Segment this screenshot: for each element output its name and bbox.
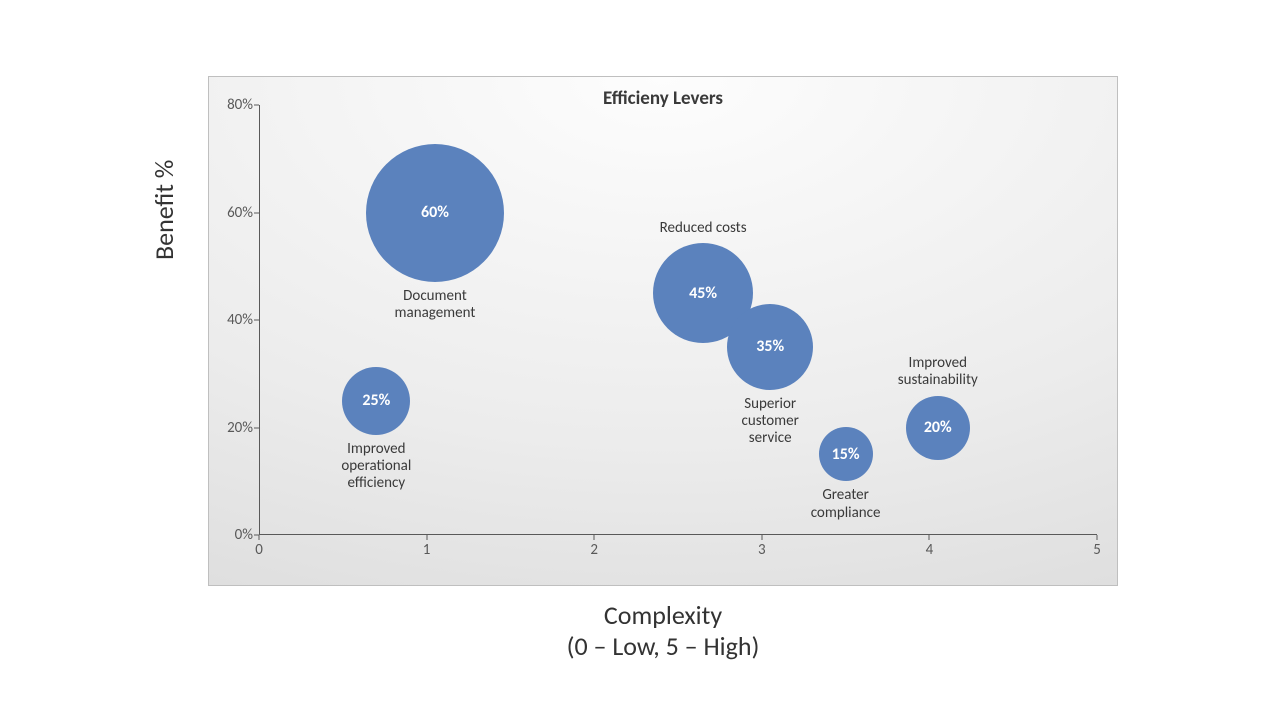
x-tick-mark bbox=[426, 535, 427, 540]
y-tick-label: 40% bbox=[213, 311, 253, 329]
bubble-label: Reduced costs bbox=[660, 220, 747, 237]
bubble: 20% bbox=[906, 396, 970, 460]
y-tick-mark bbox=[254, 212, 259, 213]
x-tick-label: 4 bbox=[926, 541, 934, 559]
y-tick-mark bbox=[254, 320, 259, 321]
plot-region: 0%20%40%60%80%01234525%Improvedoperation… bbox=[259, 105, 1097, 535]
bubble: 15% bbox=[819, 427, 873, 481]
y-tick-label: 80% bbox=[213, 96, 253, 114]
y-axis-line bbox=[259, 105, 260, 535]
bubble-label: Superiorcustomerservice bbox=[741, 396, 798, 448]
bubble: 25% bbox=[342, 367, 410, 435]
y-axis-title: Benefit % bbox=[148, 160, 180, 260]
slide: Benefit % Complexity (0 – Low, 5 – High)… bbox=[0, 0, 1280, 720]
x-axis-title-line2: (0 – Low, 5 – High) bbox=[567, 630, 760, 662]
x-tick-mark bbox=[1097, 535, 1098, 540]
y-tick-mark bbox=[254, 427, 259, 428]
y-tick-label: 20% bbox=[213, 419, 253, 437]
y-tick-label: 0% bbox=[213, 526, 253, 544]
x-axis-title: Complexity (0 – Low, 5 – High) bbox=[208, 600, 1118, 662]
bubble: 60% bbox=[366, 144, 504, 282]
x-tick-label: 2 bbox=[590, 541, 598, 559]
bubble-label: Documentmanagement bbox=[395, 288, 476, 323]
chart-area: Efficieny Levers 0%20%40%60%80%01234525%… bbox=[208, 76, 1118, 586]
x-tick-label: 0 bbox=[255, 541, 263, 559]
x-tick-label: 1 bbox=[423, 541, 431, 559]
x-axis-title-line1: Complexity bbox=[604, 599, 722, 631]
y-tick-mark bbox=[254, 105, 259, 106]
bubble-label: Improvedoperationalefficiency bbox=[341, 441, 411, 493]
x-tick-mark bbox=[761, 535, 762, 540]
x-tick-label: 5 bbox=[1093, 541, 1101, 559]
bubble-label: Greatercompliance bbox=[811, 487, 881, 522]
y-tick-label: 60% bbox=[213, 204, 253, 222]
x-axis-line bbox=[259, 534, 1097, 535]
bubble: 35% bbox=[727, 304, 813, 390]
bubble-label: Improvedsustainability bbox=[898, 355, 978, 390]
x-tick-label: 3 bbox=[758, 541, 766, 559]
x-tick-mark bbox=[259, 535, 260, 540]
x-tick-mark bbox=[594, 535, 595, 540]
x-tick-mark bbox=[929, 535, 930, 540]
